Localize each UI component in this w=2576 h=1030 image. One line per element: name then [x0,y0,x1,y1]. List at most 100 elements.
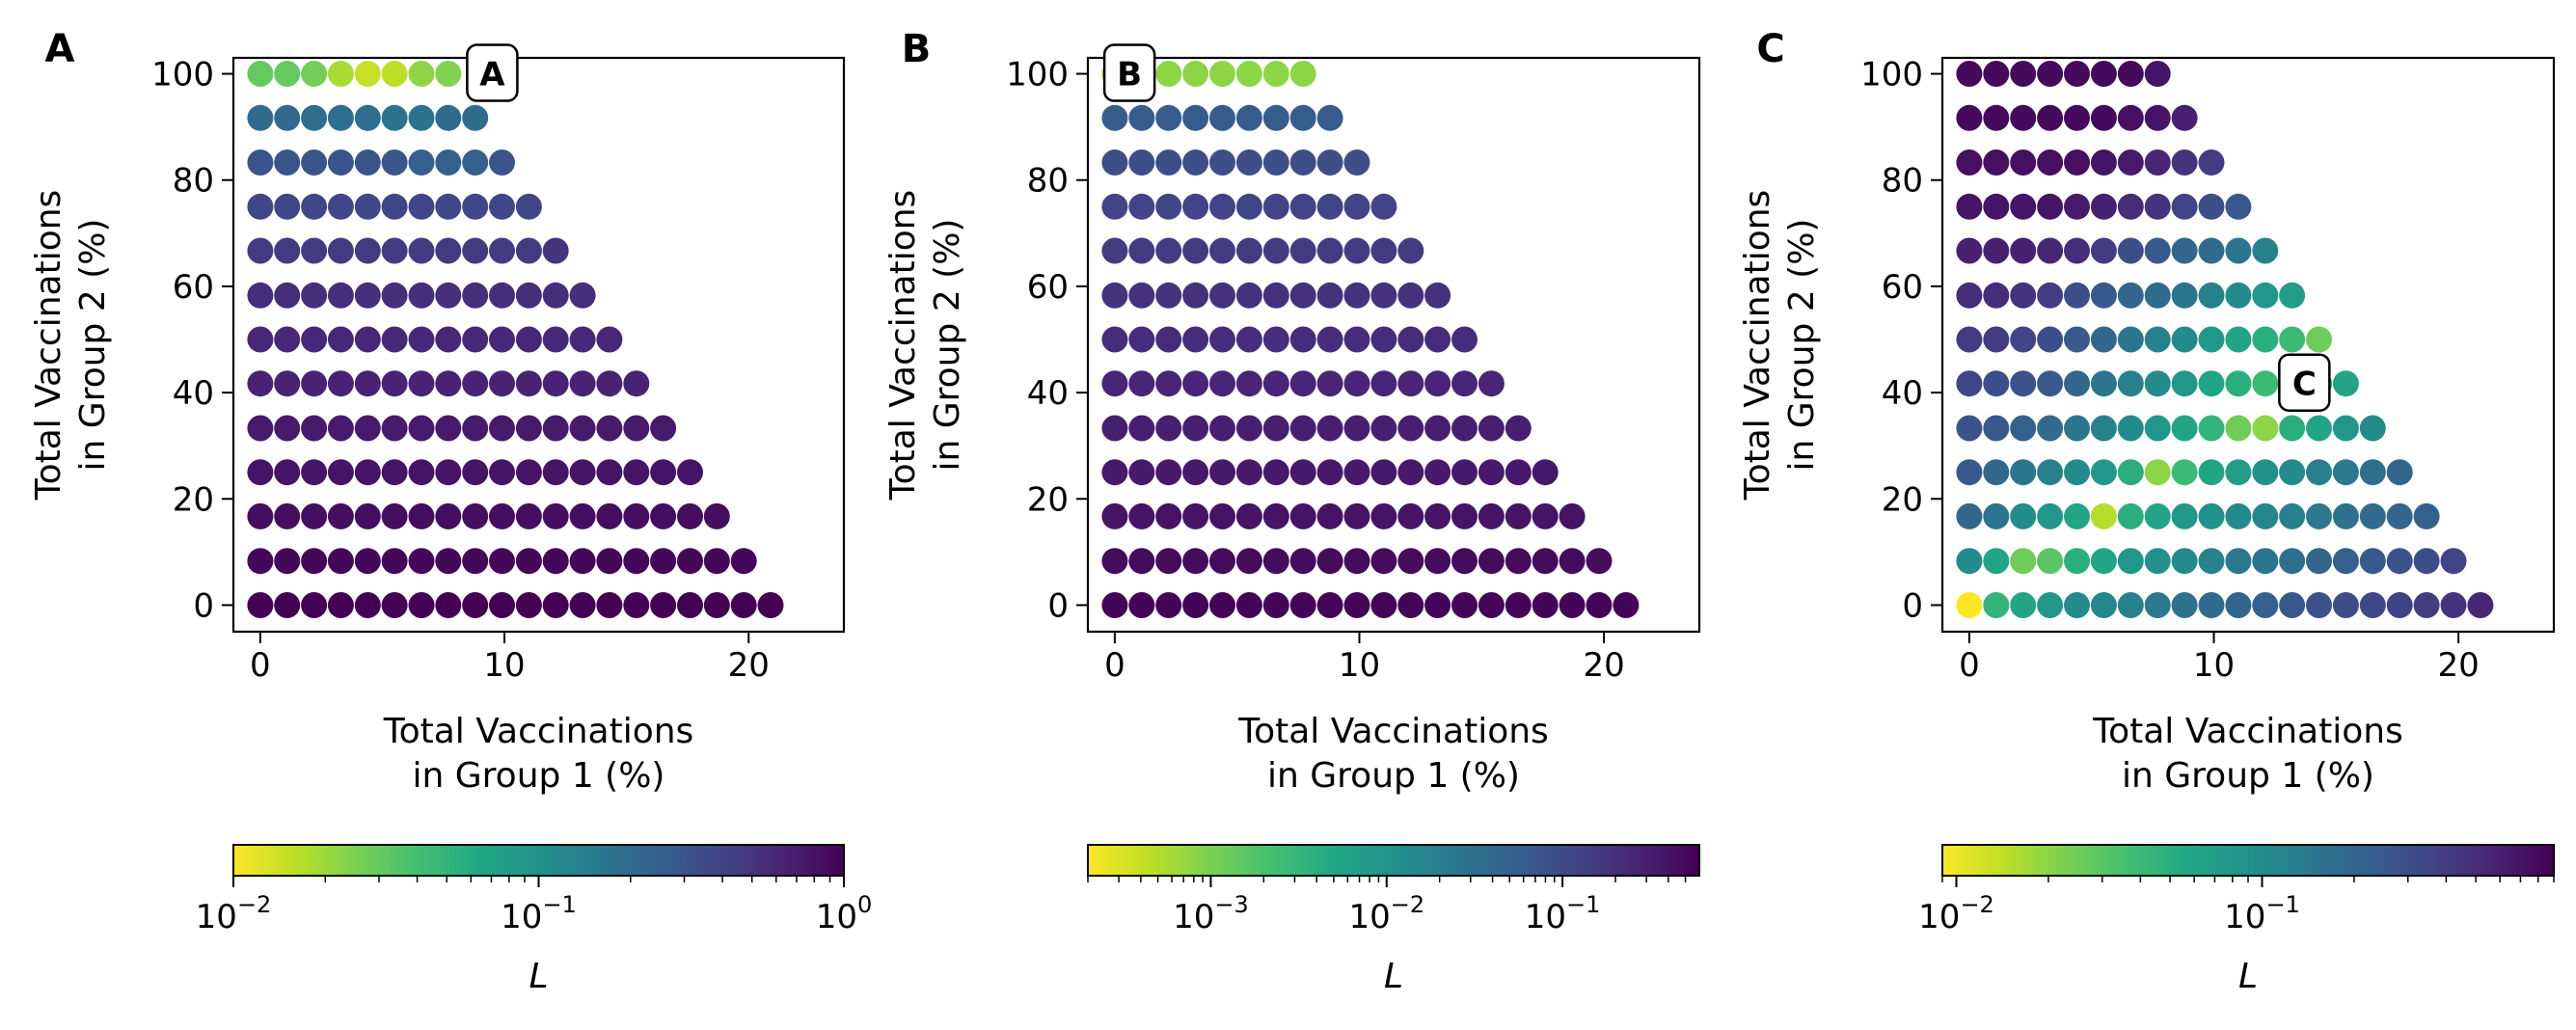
data-point [2010,104,2037,131]
data-point [462,104,489,131]
data-point [1289,548,1316,575]
data-point [650,459,677,486]
data-point [247,237,274,264]
data-point [2010,61,2037,87]
data-point [1289,193,1316,220]
data-point [1316,502,1343,529]
panel-letter-b: B [902,27,932,71]
data-point [1182,237,1209,264]
y-tick-label: 80 [173,162,214,201]
data-point [596,326,623,353]
data-point [327,592,354,618]
data-point [2064,282,2090,309]
data-point [2306,459,2332,486]
data-point [2010,237,2037,264]
data-point [408,459,435,486]
data-point [1182,502,1209,529]
data-point [2117,459,2144,486]
data-point [1505,502,1532,529]
y-tick-label: 60 [173,268,214,307]
data-point [1559,502,1586,529]
data-point [2064,61,2090,87]
data-point [247,370,274,397]
data-point [435,61,462,87]
data-point [1956,548,1983,575]
data-point [2171,282,2198,309]
colorbar-gradient [232,844,845,877]
data-point [1155,415,1182,442]
data-point [408,104,435,131]
x-tick-label: 20 [2437,646,2479,685]
data-point [2279,282,2306,309]
data-point [1128,415,1155,442]
data-point [247,502,274,529]
data-point [730,548,757,575]
data-point [1128,548,1155,575]
data-point [1983,61,2010,87]
x-tick-label: 0 [1104,646,1125,685]
data-point [1316,149,1343,176]
data-point [1956,149,1983,176]
data-point [1235,548,1262,575]
data-point [1478,548,1505,575]
data-point [569,592,596,618]
data-point [2064,548,2090,575]
data-point [381,548,408,575]
data-point [2064,193,2090,220]
data-point [1343,548,1370,575]
data-point [542,592,569,618]
data-point [2117,548,2144,575]
data-point [1532,459,1559,486]
data-point [1128,193,1155,220]
data-point [2171,237,2198,264]
data-point [381,326,408,353]
data-point [2252,459,2279,486]
data-point [1209,237,1235,264]
data-point [1235,61,1262,87]
data-point [2144,370,2171,397]
data-point [1101,237,1128,264]
data-point [354,459,381,486]
y-tick-label: 80 [1882,162,1923,201]
data-point [2306,326,2332,353]
data-point [381,370,408,397]
data-point [1101,326,1128,353]
data-point [2090,149,2117,176]
data-point [1262,282,1289,309]
data-point [515,415,542,442]
data-point [2332,415,2359,442]
data-point [247,459,274,486]
data-point [1235,193,1262,220]
data-point [2252,282,2279,309]
scatter-points [247,61,784,618]
data-point [435,326,462,353]
data-point [1956,502,1983,529]
data-point [2171,459,2198,486]
data-point [327,193,354,220]
data-point [354,502,381,529]
data-point [2064,326,2090,353]
data-point [703,592,730,618]
data-point [435,548,462,575]
data-point [2225,592,2252,618]
x-axis-label: Total Vaccinations [383,712,694,751]
data-point [1316,104,1343,131]
data-point [2090,370,2117,397]
data-point [2144,459,2171,486]
y-tick-label: 100 [1860,56,1923,95]
data-point [1424,415,1451,442]
data-point [2225,193,2252,220]
data-point [2117,326,2144,353]
data-point [1155,237,1182,264]
colorbar: 10−2 10−1 100 L [196,844,872,996]
data-point [1505,592,1532,618]
y-axis-label: Total Vaccinations [1738,190,1777,501]
data-point [1478,370,1505,397]
data-point [542,502,569,529]
data-point [1182,61,1209,87]
data-point [327,282,354,309]
x-tick-label: 0 [1959,646,1980,685]
data-point [1983,548,2010,575]
